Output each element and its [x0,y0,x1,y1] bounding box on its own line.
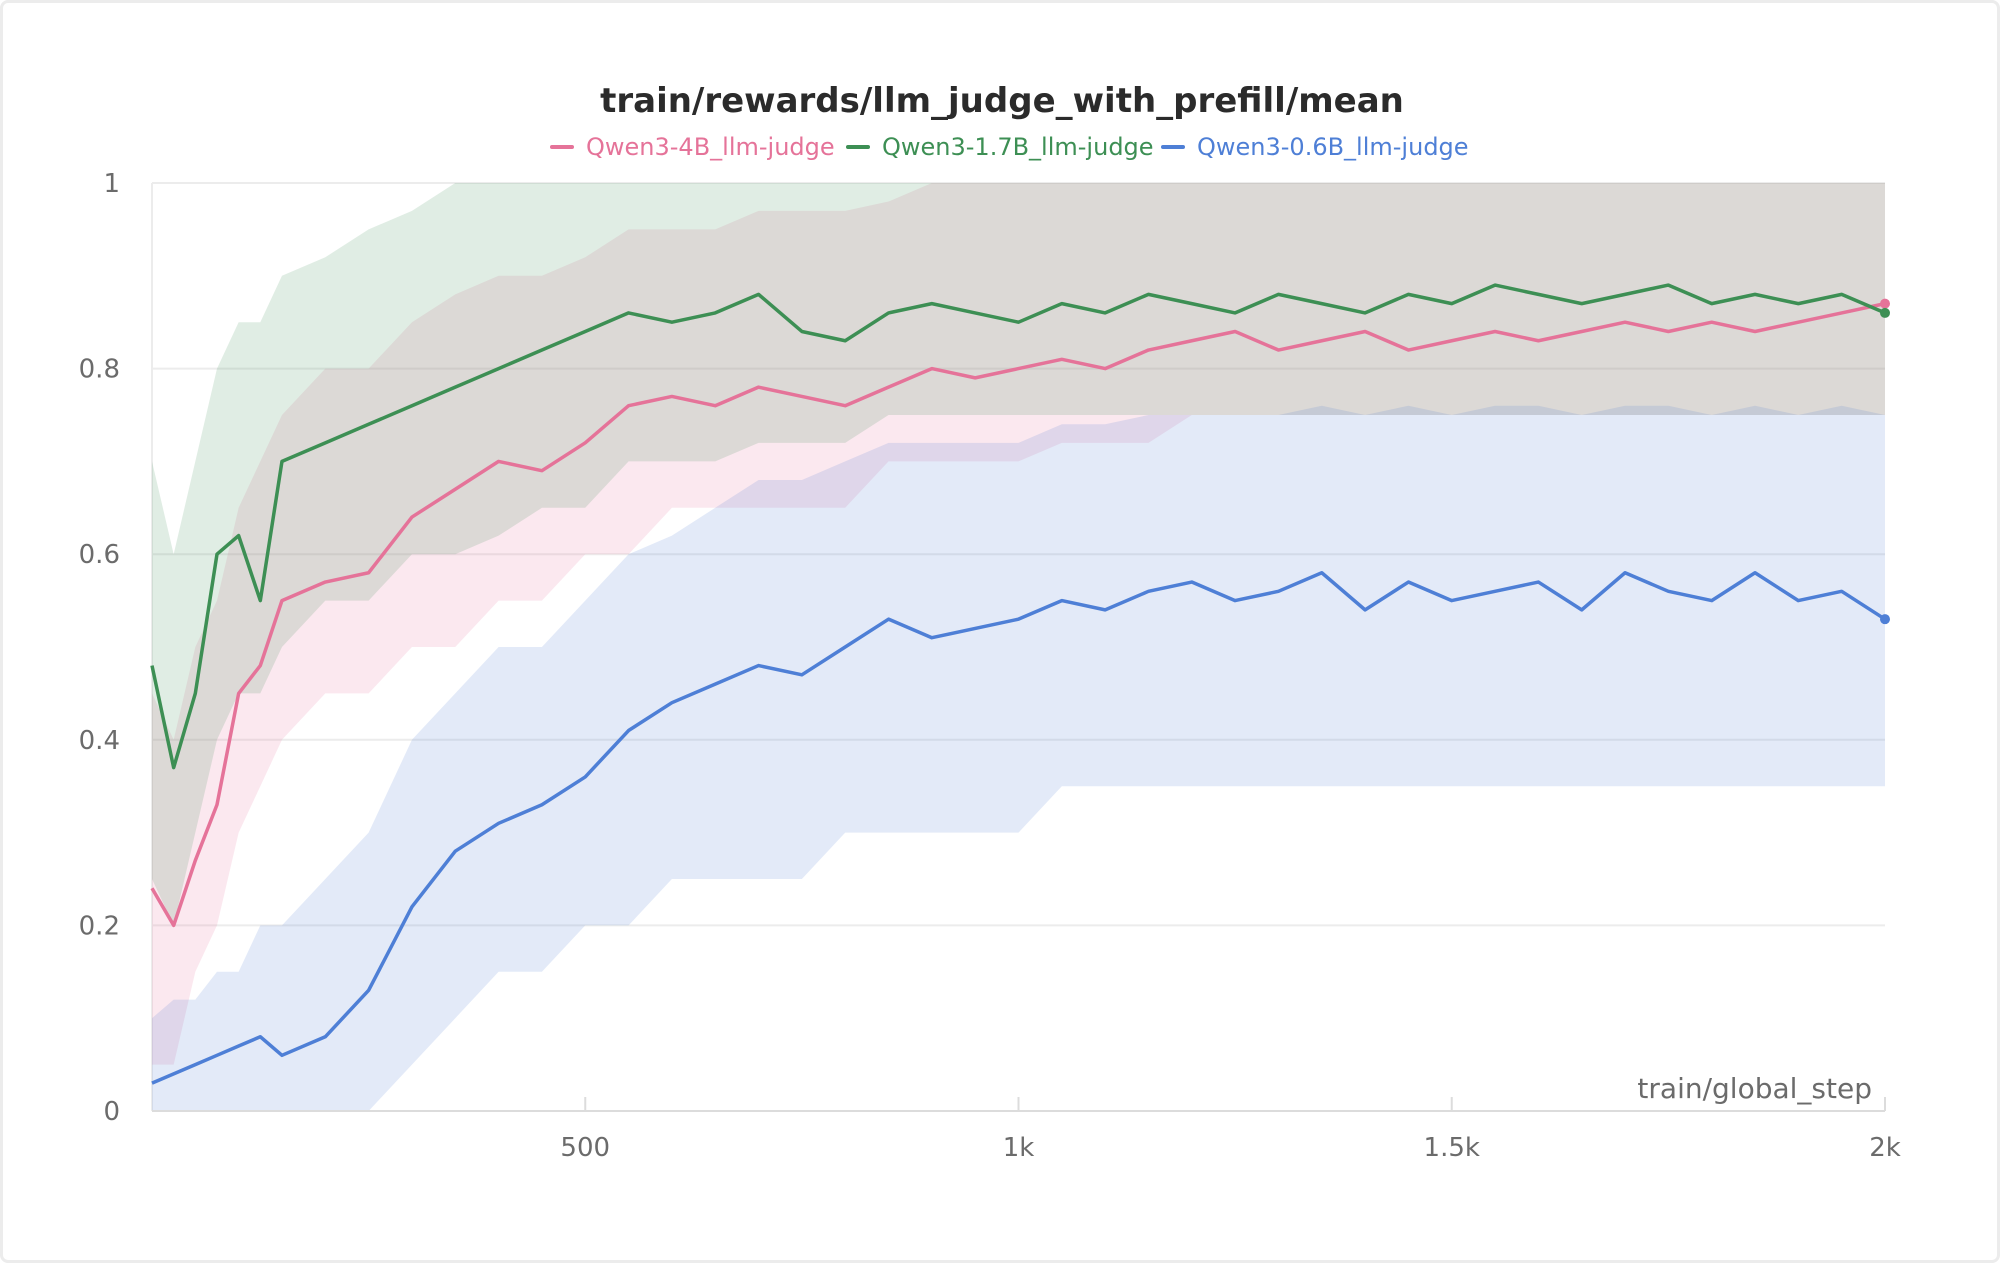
y-tick-label: 0 [103,1097,120,1127]
legend-label[interactable]: Qwen3-0.6B_llm-judge [1197,133,1469,161]
legend: Qwen3-4B_llm-judge Qwen3-1.7B_llm-judge Qw… [550,133,1469,161]
y-tick-label: 1 [103,169,120,199]
x-tick-label: 2k [1869,1133,1901,1163]
series-band-0 [152,183,1885,1065]
series-end-point-0 [1880,298,1890,309]
series-band-2 [152,405,1885,1112]
legend-label[interactable]: Qwen3-1.7B_llm-judge [882,133,1154,161]
x-tick-label: 1k [1003,1133,1035,1163]
grid [151,182,1885,1112]
chart-title: train/rewards/llm_judge_with_prefill/mea… [600,81,1404,121]
series-end-point-1 [1880,307,1890,318]
series-line-2 [151,571,1886,1085]
series-line-1 [150,283,1886,770]
legend-label[interactable]: Qwen3-4B_llm-judge [586,133,835,161]
y-tick-label: 0.4 [79,726,120,756]
series-band-1 [152,183,1885,926]
x-tick-label: 1.5k [1424,1133,1480,1163]
x-tick-label: 500 [560,1133,610,1163]
series-lines [150,283,1890,1085]
y-tick-label: 0.6 [79,540,120,570]
series-end-point-2 [1880,614,1890,625]
x-axis-label: train/global_step [1637,1072,1872,1105]
axes: 0 0.2 0.4 0.6 0.8 1 500 1k 1.5k 2k [79,169,1901,1163]
y-tick-label: 0.8 [79,355,120,385]
spread-bands [152,183,1885,1112]
series-line-0 [150,301,1886,928]
y-tick-label: 0.2 [79,911,120,941]
